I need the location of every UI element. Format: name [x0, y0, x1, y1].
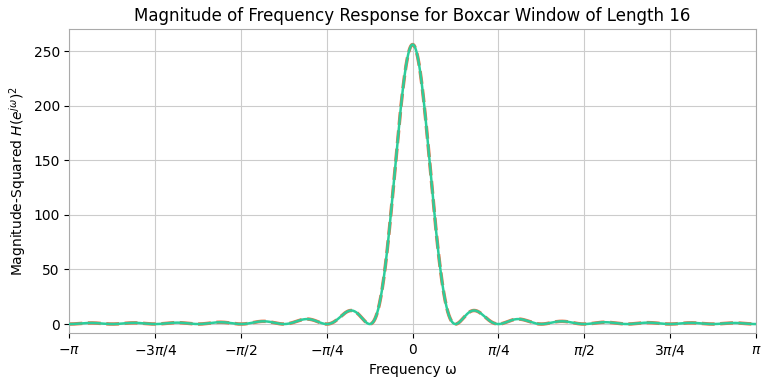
Title: Magnitude of Frequency Response for Boxcar Window of Length 16: Magnitude of Frequency Response for Boxc… [134, 7, 691, 25]
X-axis label: Frequency ω: Frequency ω [369, 363, 456, 377]
Y-axis label: Magnitude-Squared $H(e^{j\omega})^2$: Magnitude-Squared $H(e^{j\omega})^2$ [7, 86, 28, 276]
